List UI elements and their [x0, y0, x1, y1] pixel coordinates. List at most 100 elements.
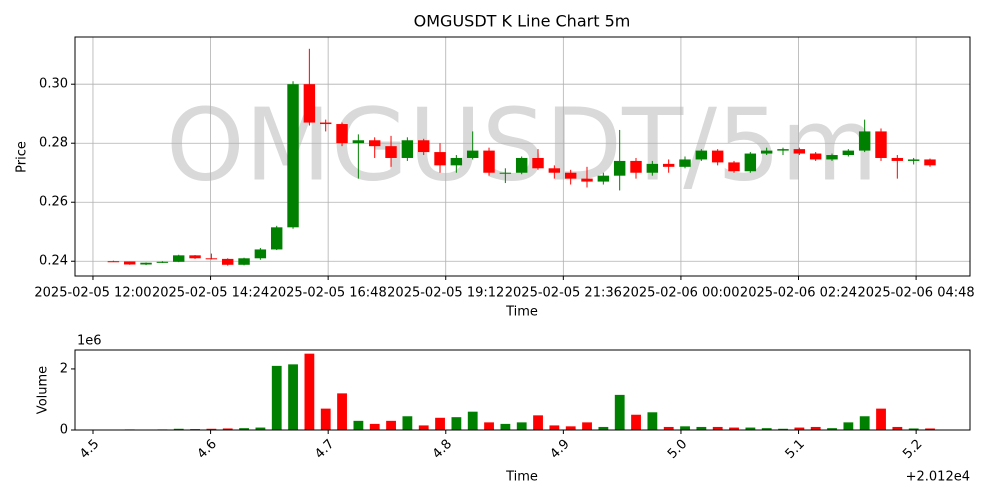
volume-bar — [876, 409, 886, 430]
candle-body — [843, 151, 854, 155]
x-axis-label: Time — [505, 305, 538, 320]
candle-body — [157, 262, 168, 263]
candle-body — [467, 151, 478, 158]
candle-body — [516, 158, 527, 173]
volume-bar — [304, 354, 314, 430]
candle-body — [728, 162, 739, 171]
candle-body — [581, 179, 592, 182]
candle-body — [222, 259, 233, 265]
volume-bar — [647, 412, 657, 430]
volume-bar — [615, 395, 625, 430]
candle-body — [320, 123, 331, 124]
volume-bar — [484, 422, 494, 430]
y-tick-label: 0 — [60, 423, 68, 438]
volume-bar — [549, 425, 559, 430]
candle-body — [696, 151, 707, 160]
candle-body — [451, 158, 462, 165]
candle-body — [189, 255, 200, 258]
volume-bar — [582, 422, 592, 430]
volume-bar — [386, 421, 396, 430]
candle-body — [353, 140, 364, 143]
candle-body — [238, 258, 249, 264]
x-tick-label: 2025-02-06 04:48 — [858, 286, 975, 301]
volume-bar — [288, 364, 298, 430]
candle-body — [745, 154, 756, 172]
candle-body — [549, 168, 560, 172]
y-tick-label: 0.28 — [39, 136, 68, 151]
volume-bar — [517, 422, 527, 430]
volume-bar — [860, 416, 870, 430]
candle-body — [483, 151, 494, 173]
y-tick-label: 0.24 — [39, 254, 68, 269]
y-axis-label: Volume — [36, 366, 51, 414]
volume-bar — [321, 409, 331, 430]
y-offset-label: 1e6 — [77, 334, 102, 349]
y-tick-label: 2 — [60, 361, 68, 376]
watermark: OMGUSDT/5m — [166, 86, 878, 203]
candle-body — [859, 131, 870, 150]
candle-body — [173, 255, 184, 261]
candle-body — [108, 261, 119, 262]
x-tick-label: 2025-02-05 21:36 — [505, 286, 622, 301]
candle-body — [614, 161, 625, 176]
volume-bar — [843, 422, 853, 430]
volume-bar — [680, 426, 690, 430]
candle-body — [826, 155, 837, 159]
volume-bar — [272, 366, 282, 430]
volume-bar — [370, 424, 380, 430]
candle-body — [336, 124, 347, 143]
y-tick-label: 0.30 — [39, 77, 68, 92]
x-tick-label: 2025-02-06 02:24 — [740, 286, 857, 301]
candle-body — [777, 149, 788, 150]
candle-body — [630, 161, 641, 173]
candle-body — [794, 149, 805, 153]
candle-body — [647, 164, 658, 173]
candle-body — [565, 173, 576, 179]
candle-body — [679, 159, 690, 166]
x-tick-label: 2025-02-05 16:48 — [270, 286, 387, 301]
candle-body — [875, 131, 886, 158]
candle-body — [255, 249, 266, 258]
candle-body — [810, 154, 821, 160]
candle-body — [287, 84, 298, 227]
x-tick-label: 2025-02-05 19:12 — [387, 286, 504, 301]
candle-body — [500, 173, 511, 174]
y-tick-label: 0.26 — [39, 195, 68, 210]
candle-body — [304, 84, 315, 122]
x-tick-label: 2025-02-05 14:24 — [152, 286, 269, 301]
candle-body — [369, 140, 380, 146]
volume-bar — [419, 425, 429, 430]
candle-body — [206, 258, 217, 259]
candle-body — [418, 140, 429, 152]
volume-bar — [500, 424, 510, 430]
candle-body — [532, 158, 543, 168]
candle-body — [908, 159, 919, 160]
volume-bar — [435, 418, 445, 430]
volume-bar — [337, 393, 347, 430]
candle-body — [271, 227, 282, 249]
candle-body — [924, 159, 935, 165]
candle-body — [140, 263, 151, 265]
volume-bar — [451, 417, 461, 430]
candle-body — [663, 164, 674, 167]
x-offset-label: +2.012e4 — [906, 470, 970, 485]
candle-body — [712, 151, 723, 163]
candle-body — [124, 262, 135, 265]
volume-bar — [353, 421, 363, 430]
chart-title: OMGUSDT K Line Chart 5m — [414, 12, 631, 31]
x-tick-label: 2025-02-05 12:00 — [34, 286, 151, 301]
volume-bar — [468, 412, 478, 430]
candle-body — [385, 146, 396, 158]
candle-body — [761, 151, 772, 154]
candle-body — [434, 152, 445, 165]
volume-bar — [402, 416, 412, 430]
volume-bar — [533, 415, 543, 430]
candle-body — [598, 176, 609, 182]
y-axis-label: Price — [15, 141, 30, 173]
volume-bar — [566, 426, 576, 430]
x-tick-label: 2025-02-06 00:00 — [622, 286, 739, 301]
candle-body — [892, 158, 903, 161]
x-axis-label: Time — [505, 470, 538, 485]
volume-bar — [631, 415, 641, 430]
